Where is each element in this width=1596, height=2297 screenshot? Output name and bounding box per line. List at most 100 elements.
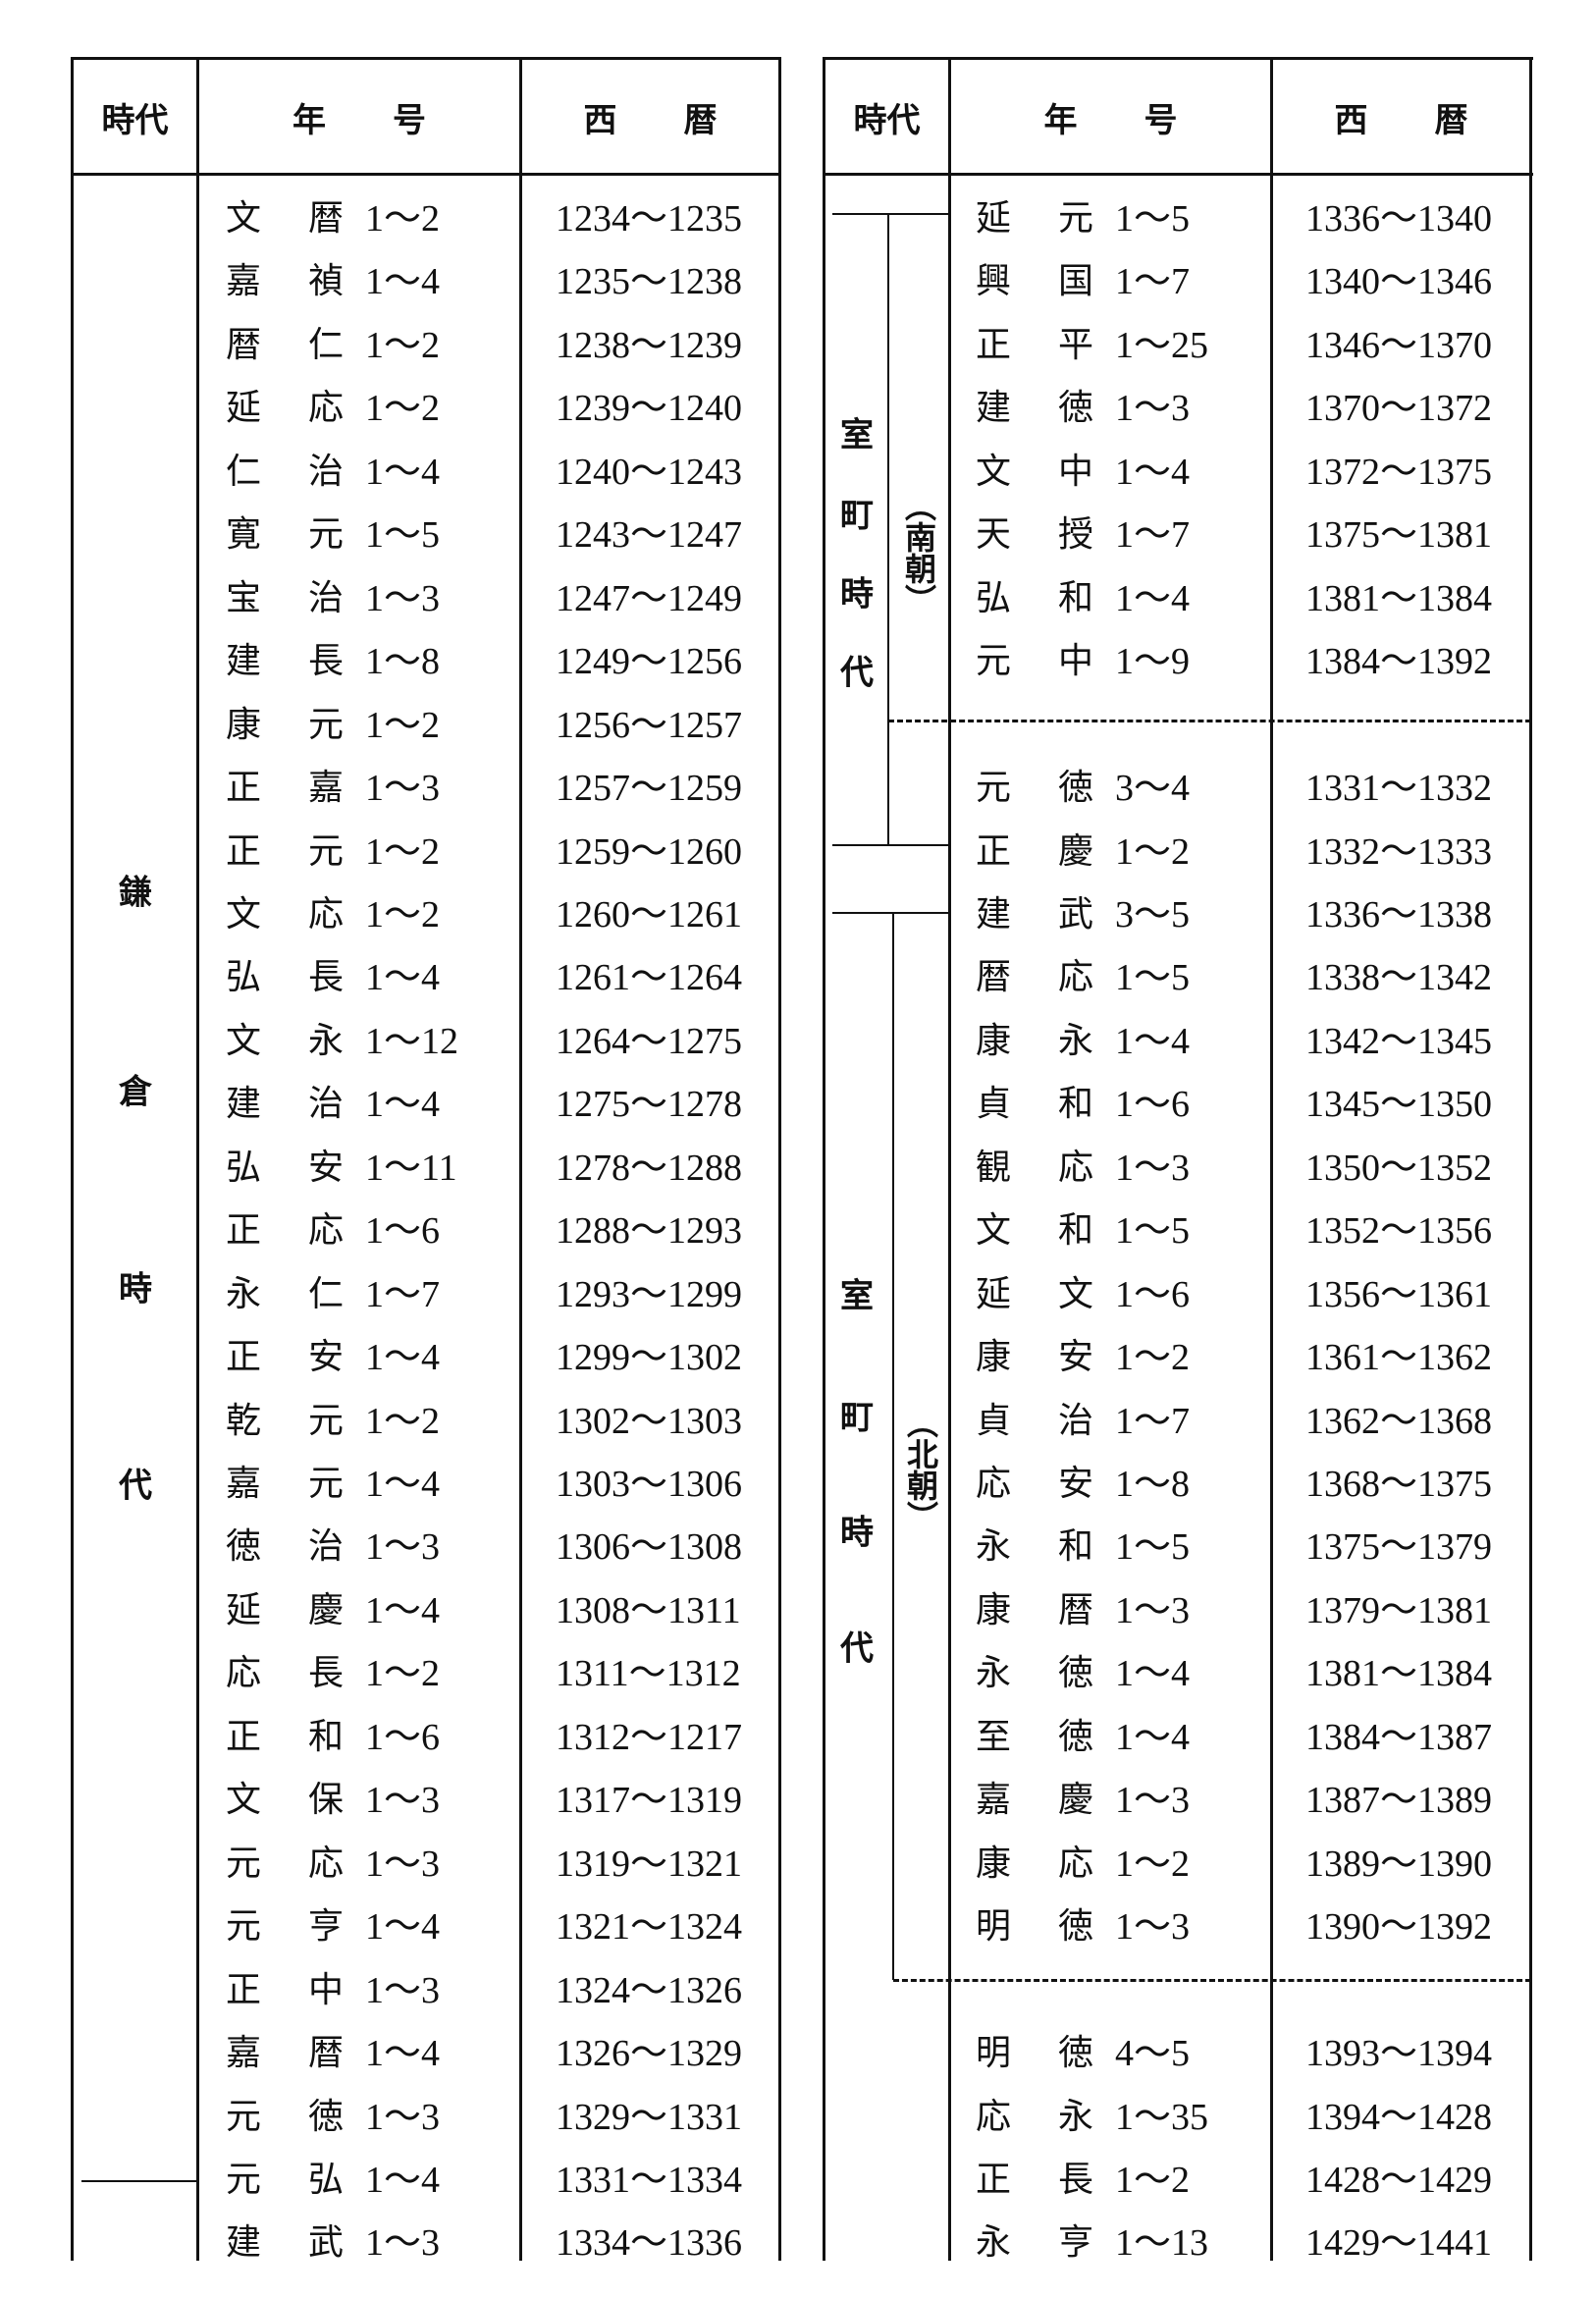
era-name: 康応: [976, 1843, 1093, 1884]
era-name: 暦仁: [226, 324, 344, 365]
era-name: 寛元: [226, 514, 344, 556]
era-year-range: 1～3: [1115, 1589, 1191, 1631]
table-border: [778, 57, 781, 2261]
era-year-range: 1～7: [1115, 514, 1191, 557]
era-name: 文中: [976, 451, 1093, 492]
table-border: [1529, 57, 1532, 2261]
western-years: 1257～1259: [556, 768, 743, 810]
table-row: 正安 1～4 1299～1302: [226, 1326, 775, 1389]
table-row: 永徳 1～4 1381～1384: [976, 1642, 1525, 1705]
western-years: 1264～1275: [556, 1020, 743, 1062]
western-years: 1346～1370: [1305, 324, 1493, 366]
era-year-range: 1～2: [365, 1653, 441, 1695]
table-row: 文保 1～3 1317～1319: [226, 1769, 775, 1832]
table-row: 至徳 1～4 1384～1387: [976, 1706, 1525, 1769]
era-name: 延文: [976, 1273, 1093, 1314]
era-name: 暦応: [976, 957, 1093, 998]
western-years: 1275～1278: [556, 1084, 743, 1126]
era-name: 文保: [226, 1780, 344, 1821]
period-label-char: 町: [840, 1398, 874, 1438]
western-years: 1381～1384: [1305, 577, 1493, 619]
western-years: 1288～1293: [556, 1210, 743, 1253]
table-row: 文応 1～2 1260～1261: [226, 883, 775, 946]
table-row: 元中 1～9 1384～1392: [976, 630, 1525, 693]
western-years: 1375～1381: [1305, 514, 1493, 557]
era-year-range: 1～2: [365, 388, 441, 430]
western-years: 1393～1394: [1305, 2033, 1493, 2075]
era-name: 正応: [226, 1210, 344, 1252]
era-name: 貞和: [976, 1084, 1093, 1125]
era-name: 康暦: [976, 1589, 1093, 1630]
era-year-range: 1～4: [1115, 451, 1191, 493]
table-row: 元徳 3～4 1331～1332: [976, 757, 1525, 820]
table-row: 元応 1～3 1319～1321: [226, 1833, 775, 1896]
south-court-top-line: [832, 213, 950, 215]
table-row: 建徳 1～3 1370～1372: [976, 377, 1525, 440]
western-years: 1329～1331: [556, 2096, 743, 2138]
south-court-dashed-line: [888, 720, 1531, 722]
western-years: 1331～1334: [556, 2159, 743, 2201]
table-row: 康永 1～4 1342～1345: [976, 1010, 1525, 1073]
western-years: 1293～1299: [556, 1273, 743, 1315]
table-row: 永亨 1～13 1429～1441: [976, 2212, 1525, 2274]
table-border: [71, 57, 781, 60]
table-row: 文中 1～4 1372～1375: [976, 441, 1525, 504]
western-years: 1260～1261: [556, 893, 743, 935]
table-row: 延文 1～6 1356～1361: [976, 1263, 1525, 1326]
era-name: 弘長: [226, 957, 344, 998]
western-years: 1299～1302: [556, 1337, 743, 1379]
era-year-range: 1～3: [1115, 1780, 1191, 1822]
era-year-range: 1～2: [365, 198, 441, 240]
column-divider: [948, 57, 951, 2261]
period-label-char: 時: [840, 1513, 874, 1553]
western-years: 1368～1375: [1305, 1464, 1493, 1505]
table-border: [71, 173, 781, 176]
table-row: 貞和 1～6 1345～1350: [976, 1073, 1525, 1136]
era-name: 明徳: [976, 2033, 1093, 2074]
era-name: 元徳: [226, 2096, 344, 2137]
era-name: 建治: [226, 1084, 344, 1125]
era-year-range: 1～4: [365, 261, 441, 303]
western-years: 1340～1346: [1305, 261, 1493, 303]
western-years: 1319～1321: [556, 1843, 743, 1885]
western-years: 1372～1375: [1305, 451, 1493, 493]
era-name: 仁治: [226, 451, 344, 492]
era-name: 元亨: [226, 1906, 344, 1948]
era-year-range: 1～5: [365, 514, 441, 557]
era-year-range: 1～5: [1115, 957, 1191, 999]
table-row: 正長 1～2 1428～1429: [976, 2149, 1525, 2212]
western-years: 1312～1217: [556, 1716, 743, 1758]
table-border: [823, 57, 825, 2261]
era-name: 嘉元: [226, 1464, 344, 1504]
era-year-range: 1～2: [1115, 1337, 1191, 1379]
era-year-range: 4～5: [1115, 2033, 1191, 2075]
era-name: 延応: [226, 388, 344, 429]
table-row: 延応 1～2 1239～1240: [226, 377, 775, 440]
western-years: 1352～1356: [1305, 1210, 1493, 1253]
era-year-range: 1～12: [365, 1020, 459, 1062]
era-name: 乾元: [226, 1400, 344, 1441]
western-years: 1336～1340: [1305, 198, 1493, 240]
era-year-range: 1～7: [1115, 1400, 1191, 1442]
era-name: 文暦: [226, 198, 344, 239]
column-divider: [196, 57, 199, 2261]
period-label-char: 時: [119, 1269, 152, 1309]
table-row: 暦仁 1～2 1238～1239: [226, 314, 775, 377]
western-years: 1384～1392: [1305, 641, 1493, 683]
table-row: 暦応 1～5 1338～1342: [976, 946, 1525, 1009]
north-court-dashed-line: [893, 1979, 1531, 1982]
table-row: 仁治 1～4 1240～1243: [226, 441, 775, 504]
table-row: 乾元 1～2 1302～1303: [226, 1390, 775, 1453]
era-year-range: 1～4: [365, 1464, 441, 1505]
era-name: 建長: [226, 641, 344, 682]
era-name: 永亨: [976, 2222, 1093, 2264]
header-era: 年 号: [293, 100, 426, 140]
era-name: 弘和: [976, 577, 1093, 618]
western-years: 1256～1257: [556, 704, 743, 746]
table-row: 康応 1～2 1389～1390: [976, 1833, 1525, 1896]
table-row: 観応 1～3 1350～1352: [976, 1137, 1525, 1200]
table-row: 文和 1～5 1352～1356: [976, 1200, 1525, 1262]
header-western: 西 暦: [583, 100, 718, 140]
era-year-range: 1～6: [1115, 1084, 1191, 1126]
era-year-range: 1～2: [1115, 830, 1191, 873]
